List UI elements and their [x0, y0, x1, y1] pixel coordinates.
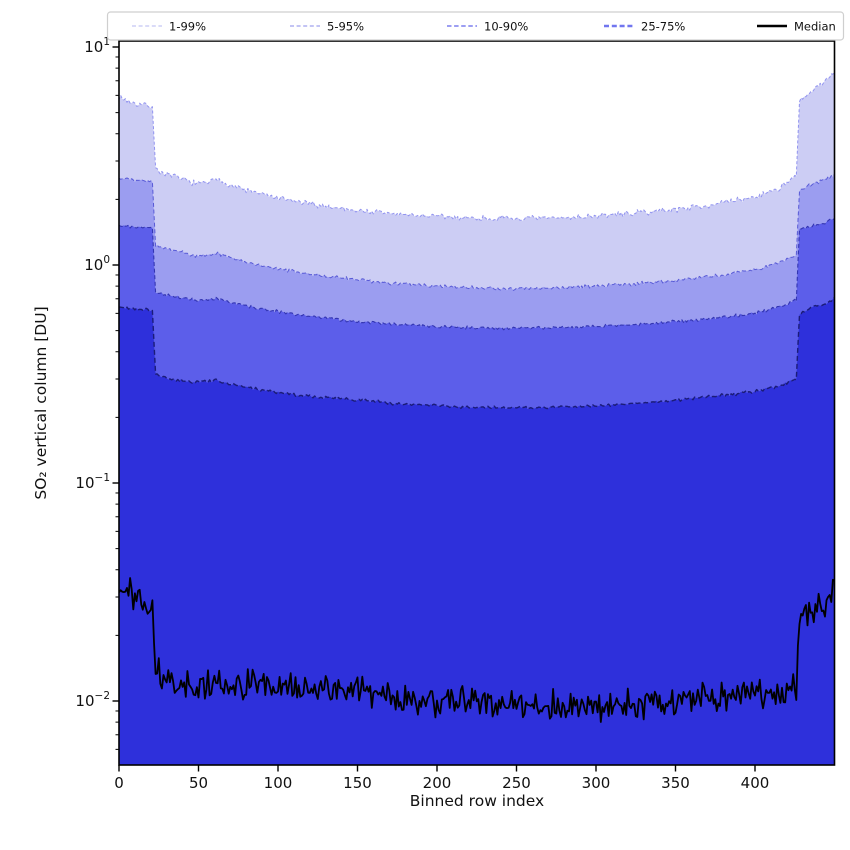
band-p75-fill — [119, 297, 835, 765]
y-tick-label: 10−2 — [75, 690, 110, 710]
x-tick-label: 150 — [343, 774, 372, 792]
legend-label: 5-95% — [327, 20, 364, 34]
y-axis: 10−2 10−1 100 101 — [75, 36, 119, 750]
x-axis: 0 50 100 150 200 250 300 350 400 — [114, 765, 769, 792]
x-tick-label: 350 — [661, 774, 690, 792]
x-tick-label: 400 — [741, 774, 770, 792]
legend-item-median: Median — [757, 20, 836, 34]
legend-item-25-75-: 25-75% — [604, 20, 685, 34]
median-line — [119, 577, 835, 723]
y-axis-label: SO₂ vertical column [DU] — [32, 306, 50, 500]
legend-label: 10-90% — [484, 20, 528, 34]
y-tick-label: 100 — [84, 254, 110, 274]
legend-item-1-99-: 1-99% — [132, 20, 206, 34]
band-p75-edge-line — [119, 296, 835, 410]
legend-label: 25-75% — [641, 20, 685, 34]
x-tick-label: 100 — [264, 774, 293, 792]
legend-item-10-90-: 10-90% — [447, 20, 528, 34]
x-tick-label: 50 — [189, 774, 208, 792]
y-tick-label: 10−1 — [75, 472, 110, 492]
plot-frame — [118, 40, 836, 766]
legend: 1-99% 5-95% 10-90% 25-75% Median — [106, 11, 845, 41]
band-p90-edge-line — [119, 218, 835, 331]
x-tick-label: 200 — [423, 774, 452, 792]
legend-label: Median — [794, 20, 836, 34]
x-axis-label: Binned row index — [409, 792, 545, 810]
y-tick-label: 101 — [84, 36, 110, 56]
x-tick-label: 300 — [582, 774, 611, 792]
band-p99-edge-line — [119, 71, 835, 222]
legend-label: 1-99% — [169, 20, 206, 34]
band-p95-edge-line — [119, 173, 835, 291]
legend-item-5-95-: 5-95% — [290, 20, 364, 34]
x-tick-label: 250 — [502, 774, 531, 792]
percentile-bands — [119, 71, 835, 765]
x-tick-label: 0 — [114, 774, 124, 792]
